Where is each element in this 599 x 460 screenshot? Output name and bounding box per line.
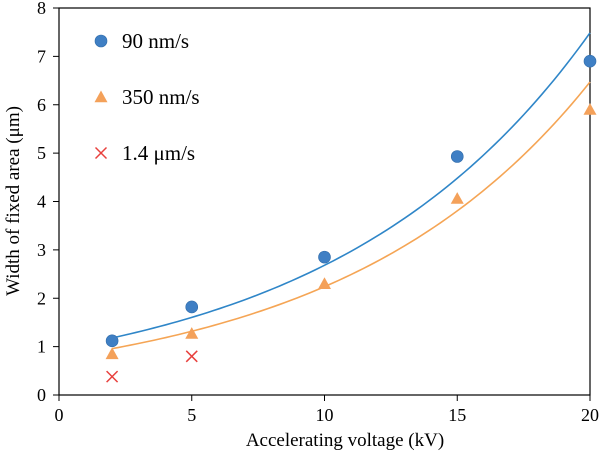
legend-marker-cross	[94, 146, 108, 160]
y-axis-title: Width of fixed area (μm)	[3, 106, 24, 296]
x-axis-ticks: 0 5 10 15 20	[55, 395, 599, 425]
legend: 90 nm/s 350 nm/s 1.4 μm/s	[94, 29, 200, 165]
plot-area-frame	[58, 7, 591, 396]
data-point-circle	[105, 334, 119, 348]
x-axis-title: Accelerating voltage (kV)	[246, 430, 444, 451]
data-point-circle	[185, 300, 199, 314]
legend-label: 350 nm/s	[122, 85, 200, 109]
x-tick-label: 0	[55, 405, 64, 425]
x-tick-label: 10	[316, 405, 334, 425]
x-tick-label: 15	[448, 405, 466, 425]
data-point-cross	[106, 370, 119, 383]
y-tick-label: 6	[37, 95, 46, 115]
data-point-triangle	[318, 277, 331, 289]
y-axis-ticks: 0 1 2 3 4 5 6 7 8	[37, 0, 59, 405]
y-tick-label: 1	[37, 337, 46, 357]
trendline	[111, 32, 591, 339]
data-point-circle	[450, 150, 464, 163]
data-point-triangle	[450, 192, 464, 204]
legend-label: 1.4 μm/s	[122, 141, 195, 165]
data-point-circle	[583, 54, 597, 68]
x-tick-label: 5	[187, 405, 196, 425]
data-markers	[105, 54, 597, 383]
legend-marker-triangle	[94, 90, 108, 103]
legend-marker-circle	[94, 34, 108, 48]
x-tick-label: 20	[581, 405, 599, 425]
data-point-cross	[185, 350, 198, 363]
data-point-triangle	[583, 103, 597, 115]
y-tick-label: 4	[37, 192, 46, 212]
legend-label: 90 nm/s	[122, 29, 189, 53]
data-point-triangle	[105, 347, 119, 360]
y-tick-label: 7	[37, 46, 46, 66]
data-point-circle	[318, 250, 331, 264]
y-tick-label: 2	[37, 288, 46, 308]
y-tick-label: 8	[37, 0, 46, 18]
y-tick-label: 0	[37, 385, 46, 405]
data-point-triangle	[185, 327, 199, 339]
y-tick-label: 5	[37, 143, 46, 163]
y-tick-label: 3	[37, 240, 46, 260]
trendlines	[111, 32, 591, 350]
trendline	[111, 81, 591, 350]
